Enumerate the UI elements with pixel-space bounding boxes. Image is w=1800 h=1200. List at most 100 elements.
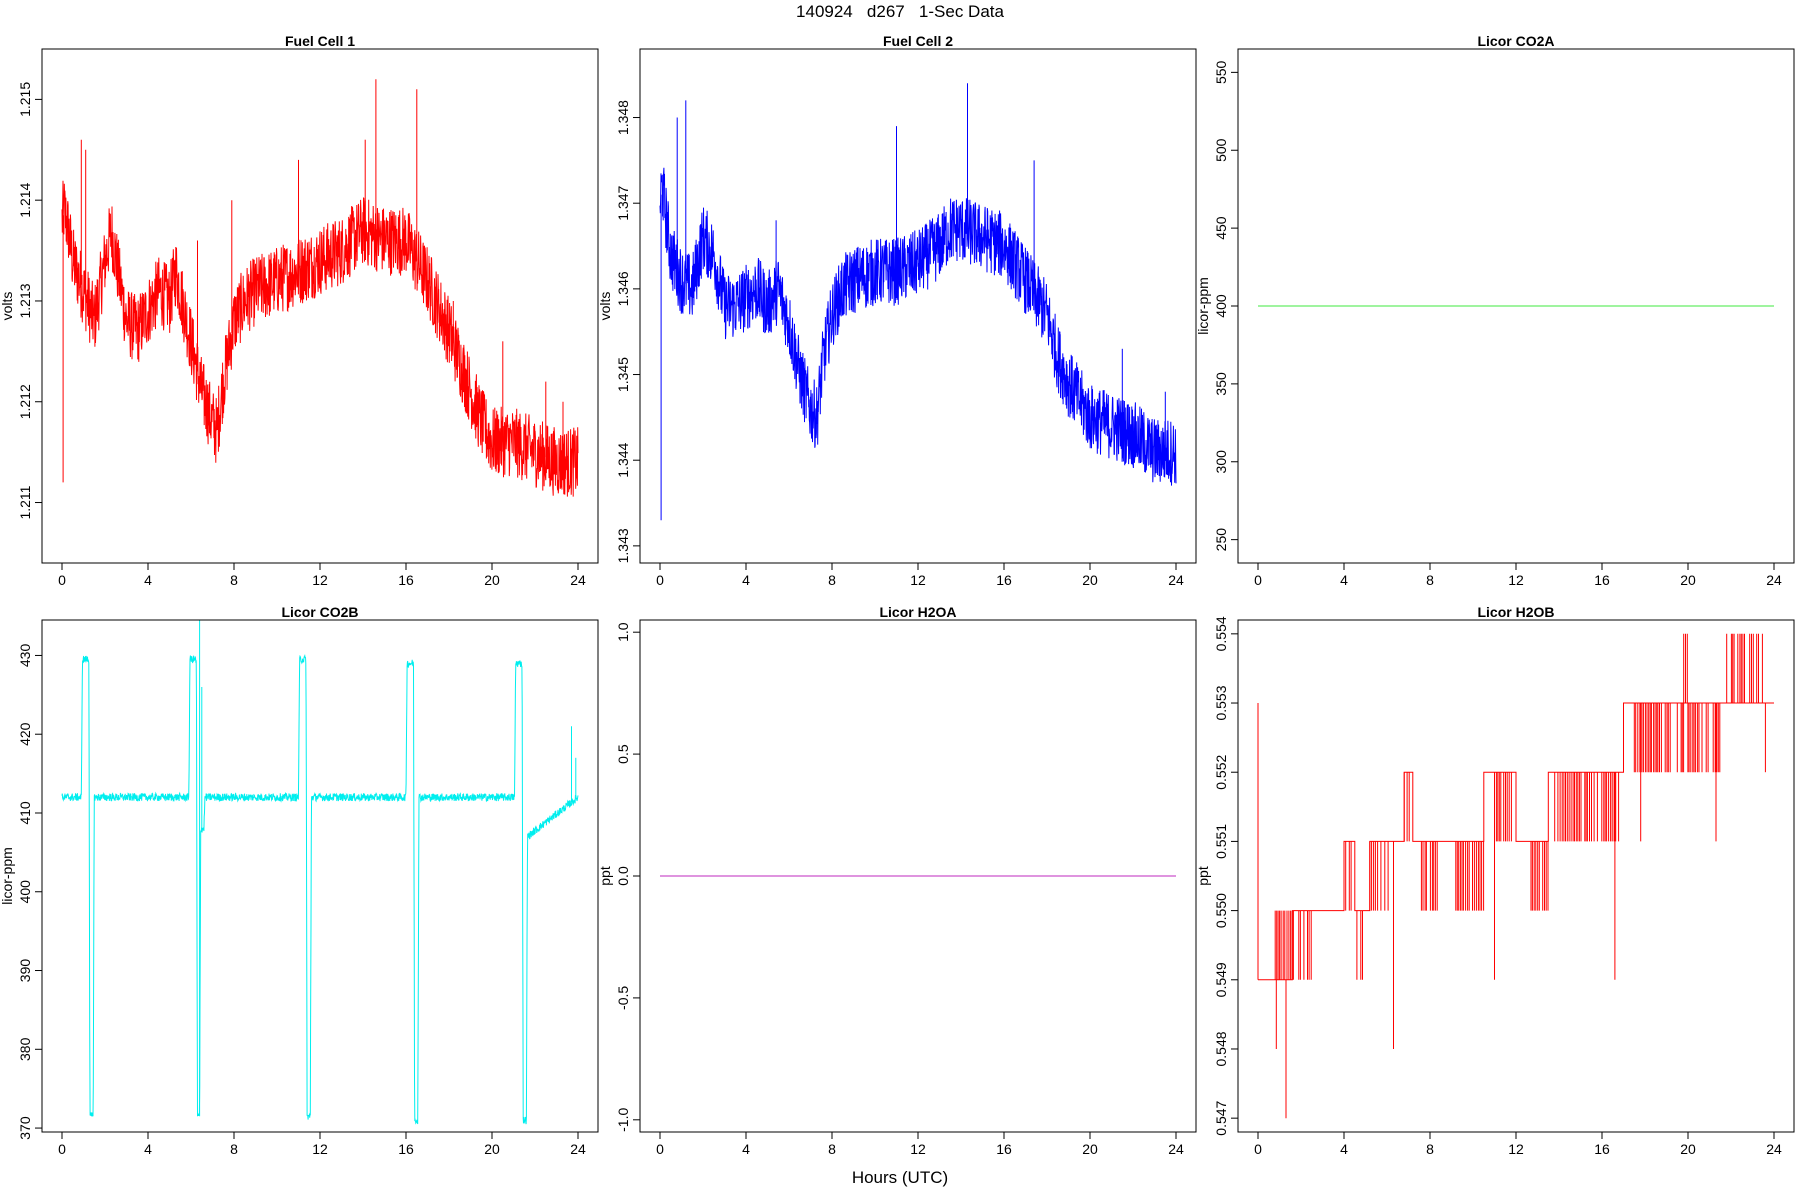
panel-title: Fuel Cell 1 — [285, 33, 355, 49]
plot-frame — [1237, 619, 1795, 1133]
x-tick-label: 12 — [910, 1141, 926, 1157]
y-tick-label: 400 — [1213, 294, 1229, 318]
panel-6: Licor H2OB 0 4 8 12 16 20 24 0.547 0.548 0.549 0.55… — [1195, 604, 1795, 1157]
x-tick-label: 16 — [996, 1141, 1012, 1157]
x-tick-label: 4 — [1340, 1141, 1348, 1157]
x-tick-label: 8 — [230, 572, 238, 588]
y-tick-label: 0.548 — [1213, 1031, 1229, 1066]
dense-region-7 — [1420, 841, 1438, 911]
x-tick-label: 12 — [1508, 1141, 1524, 1157]
y-tick-label: 0.5 — [615, 744, 631, 764]
x-tick-label: 4 — [742, 572, 750, 588]
y-tick-label: 400 — [17, 880, 33, 904]
x-tick-label: 20 — [484, 572, 500, 588]
dense-region-12 — [1633, 703, 1671, 773]
y-tick-label: 410 — [17, 801, 33, 825]
dense-region-10 — [1530, 841, 1549, 911]
plot-frame — [639, 48, 1197, 564]
x-tick-label: 20 — [1680, 572, 1696, 588]
y-tick-label: 420 — [17, 722, 33, 746]
y-tick-label: 1.346 — [615, 271, 631, 306]
panel-title: Licor H2OB — [1477, 604, 1554, 620]
x-tick-label: 4 — [144, 1141, 152, 1157]
panel-2: Fuel Cell 2 0 4 8 12 16 20 24 1.343 1.344 1.345 1.3… — [597, 33, 1197, 588]
x-tick-label: 12 — [312, 572, 328, 588]
x-axis-title: Hours (UTC) — [851, 1168, 949, 1187]
x-tick-label: 12 — [312, 1141, 328, 1157]
y-tick-label: 1.348 — [615, 100, 631, 135]
panel-title: Licor CO2B — [281, 604, 358, 620]
panel-title: Fuel Cell 2 — [883, 33, 953, 49]
y-tick-label: 250 — [1213, 528, 1229, 552]
x-tick-label: 0 — [58, 1141, 66, 1157]
y-tick-label: 1.212 — [17, 384, 33, 419]
y-tick-label: 350 — [1213, 372, 1229, 396]
y-tick-label: 0.551 — [1213, 824, 1229, 859]
y-tick-label: 0.553 — [1213, 685, 1229, 720]
y-tick-label: -0.5 — [615, 986, 631, 1010]
y-axis-label: ppt — [1195, 866, 1211, 886]
y-tick-label: 380 — [17, 1037, 33, 1061]
x-tick-label: 12 — [910, 572, 926, 588]
y-tick-label: 1.214 — [17, 182, 33, 217]
x-tick-label: 16 — [1594, 572, 1610, 588]
x-tick-label: 8 — [230, 1141, 238, 1157]
y-tick-label: 1.344 — [615, 442, 631, 477]
x-tick-label: 20 — [1082, 1141, 1098, 1157]
x-tick-label: 20 — [1680, 1141, 1696, 1157]
x-tick-label: 4 — [144, 572, 152, 588]
x-tick-label: 16 — [1594, 1141, 1610, 1157]
dense-region-6 — [1403, 772, 1410, 842]
y-tick-label: 370 — [17, 1116, 33, 1140]
plot-area — [659, 83, 1177, 521]
panel-5: Licor H2OA 0 4 8 12 16 20 24 -1.0 -0.5 0.0 0.5 1.0 pp… — [597, 604, 1197, 1157]
x-tick-label: 8 — [1426, 1141, 1434, 1157]
x-tick-label: 24 — [570, 572, 586, 588]
panel-4: Licor CO2B 0 4 8 12 16 20 24 370 380 390 400 410 420 4… — [0, 604, 599, 1157]
dense-region-5 — [1369, 841, 1389, 911]
x-tick-label: 16 — [398, 572, 414, 588]
x-tick-label: 0 — [58, 572, 66, 588]
y-tick-label: 0.550 — [1213, 893, 1229, 928]
y-tick-label: 1.345 — [615, 357, 631, 392]
y-axis-label: licor-ppm — [0, 847, 15, 905]
y-tick-label: -1.0 — [615, 1108, 631, 1132]
x-tick-label: 8 — [828, 572, 836, 588]
figure-title: 140924 d267 1-Sec Data — [796, 2, 1004, 21]
y-tick-label: 0.549 — [1213, 962, 1229, 997]
y-tick-label: 0.547 — [1213, 1100, 1229, 1135]
y-axis-label: volts — [0, 292, 15, 321]
x-tick-label: 12 — [1508, 572, 1524, 588]
panel-title: Licor CO2A — [1477, 33, 1554, 49]
dense-region-2 — [1298, 910, 1312, 980]
y-tick-label: 1.347 — [615, 185, 631, 220]
panel-3: Licor CO2A 0 4 8 12 16 20 24 250 300 350 400 450 500 5… — [1195, 33, 1795, 588]
x-tick-label: 24 — [1766, 1141, 1782, 1157]
dense-region-8 — [1455, 841, 1485, 911]
y-axis-label: ppt — [597, 866, 613, 886]
x-tick-label: 8 — [1426, 572, 1434, 588]
y-tick-label: 1.343 — [615, 528, 631, 563]
x-tick-label: 16 — [996, 572, 1012, 588]
y-tick-label: 430 — [17, 644, 33, 668]
y-tick-label: 1.0 — [615, 622, 631, 642]
panel-1: Fuel Cell 1 0 4 8 12 16 20 24 1.211 1.212 1.213 1.2… — [0, 33, 599, 588]
dense-region-14 — [1726, 633, 1763, 703]
y-axis-label: volts — [597, 292, 613, 321]
y-tick-label: 0.552 — [1213, 754, 1229, 789]
y-tick-label: 390 — [17, 959, 33, 983]
dense-region-11 — [1554, 772, 1620, 842]
dense-region-1 — [1274, 910, 1294, 980]
x-tick-label: 0 — [1254, 572, 1262, 588]
x-tick-label: 8 — [828, 1141, 836, 1157]
y-tick-label: 450 — [1213, 216, 1229, 240]
x-tick-label: 24 — [1766, 572, 1782, 588]
x-tick-label: 4 — [1340, 572, 1348, 588]
y-axis-label: licor-ppm — [1195, 277, 1211, 335]
y-tick-label: 500 — [1213, 138, 1229, 162]
x-tick-label: 24 — [1168, 572, 1184, 588]
dense-region-4 — [1356, 910, 1363, 980]
x-tick-label: 24 — [570, 1141, 586, 1157]
y-tick-label: 0.554 — [1213, 616, 1229, 651]
